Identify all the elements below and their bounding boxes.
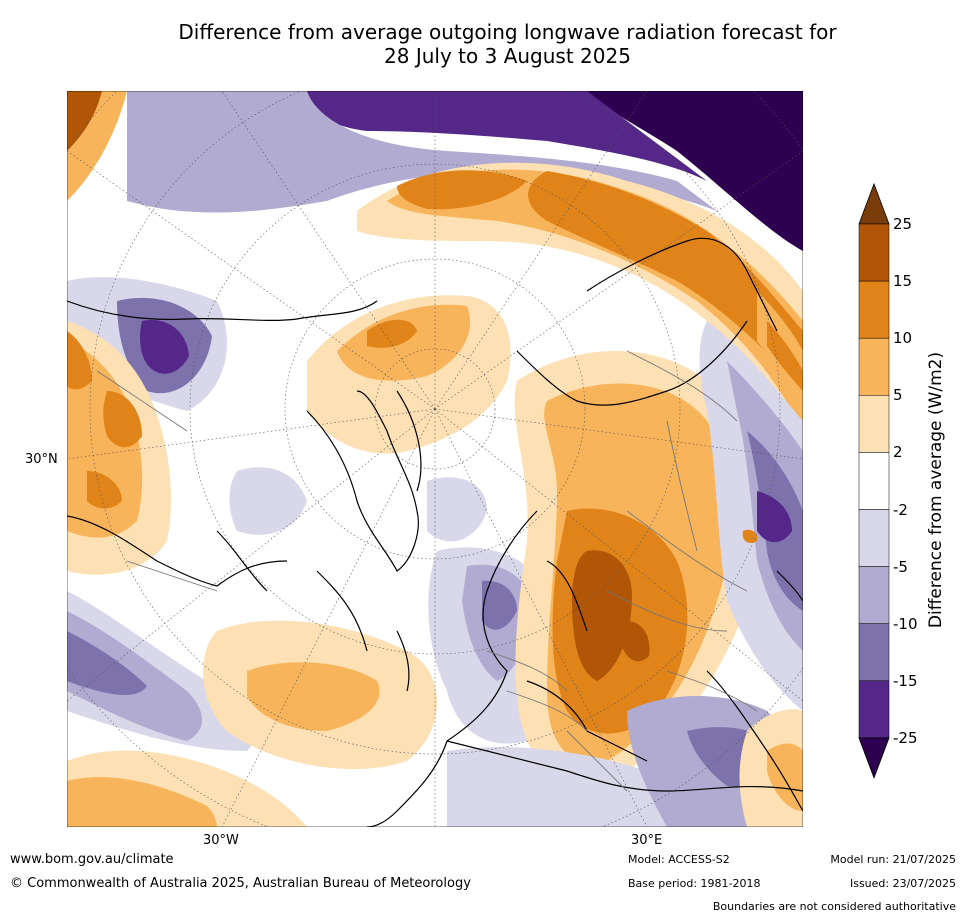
colorbar-band (858, 680, 890, 739)
graticule (67, 91, 803, 827)
anomaly-region (229, 467, 307, 535)
colorbar-tick-label: 2 (893, 443, 903, 462)
website-link[interactable]: www.bom.gov.au/climate (10, 852, 174, 867)
anomaly-region (103, 391, 142, 448)
anomaly-region (67, 631, 147, 696)
anomaly-region (67, 341, 143, 538)
colorbar-band (858, 337, 890, 396)
anomaly-region (67, 91, 102, 151)
anomaly-region (87, 471, 122, 509)
colorbar-tick-label: -10 (893, 614, 918, 633)
anomaly-region (397, 170, 527, 210)
anomaly-region (757, 491, 792, 543)
base-period-text: Base period: 1981-2018 (628, 877, 761, 890)
colorbar-band (858, 452, 890, 510)
lon-label-30w: 30°W (203, 833, 239, 848)
anomaly-region (140, 320, 189, 374)
anomaly-region (528, 171, 803, 391)
coastlines (67, 237, 803, 827)
anomaly-region (67, 777, 217, 827)
colorbar-extend-bottom (858, 737, 890, 780)
lat-label-30n: 30°N (25, 452, 58, 467)
colorbar-band (858, 509, 890, 567)
polar-map[interactable] (67, 91, 803, 827)
colorbar-tick-label: -2 (893, 500, 908, 519)
colorbar-band (858, 623, 890, 682)
anomaly-region (447, 747, 707, 827)
colorbar-extend-top (858, 182, 890, 225)
colorbar-tick-label: 5 (893, 386, 903, 405)
colorbar-tick-label: 15 (893, 272, 913, 291)
colorbar (858, 182, 890, 780)
copyright-text: © Commonwealth of Australia 2025, Austra… (10, 876, 471, 891)
colorbar-tick-label: -25 (893, 728, 918, 747)
colorbar-band (858, 395, 890, 453)
anomaly-region (572, 550, 632, 681)
anomaly-region (67, 331, 92, 390)
colorbar-tick-label: 25 (893, 215, 913, 233)
disclaimer-text: Boundaries are not considered authoritat… (712, 900, 956, 913)
anomaly-region (767, 321, 803, 391)
anomaly-region (367, 319, 417, 348)
anomaly-region (622, 621, 650, 662)
anomaly-region (427, 477, 487, 542)
anomaly-region (742, 529, 758, 543)
colorbar-tick-label: -15 (893, 671, 918, 690)
map-title: Difference from average outgoing longwav… (60, 20, 955, 68)
colorbar-band (858, 280, 890, 339)
colorbar-band (858, 566, 890, 624)
colorbar-tick-label: -5 (893, 557, 908, 576)
title-line-1: Difference from average outgoing longwav… (178, 20, 837, 44)
colorbar-title-text: Difference from average (W/m2) (926, 351, 946, 629)
colorbar-tick-label: 10 (893, 329, 913, 348)
lon-label-30e: 30°E (631, 833, 663, 848)
anomaly-region (587, 91, 803, 251)
model-text: Model: ACCESS-S2 (628, 853, 730, 866)
colorbar-band (858, 223, 890, 282)
country-borders (96, 350, 758, 792)
issued-text: Issued: 23/07/2025 (849, 877, 956, 890)
title-line-2: 28 July to 3 August 2025 (384, 44, 631, 68)
anomaly-region (247, 662, 380, 731)
anomaly-region (127, 91, 717, 213)
anomaly-region (307, 91, 707, 181)
anomaly-region (482, 580, 517, 630)
model-run-text: Model run: 21/07/2025 (830, 853, 956, 866)
